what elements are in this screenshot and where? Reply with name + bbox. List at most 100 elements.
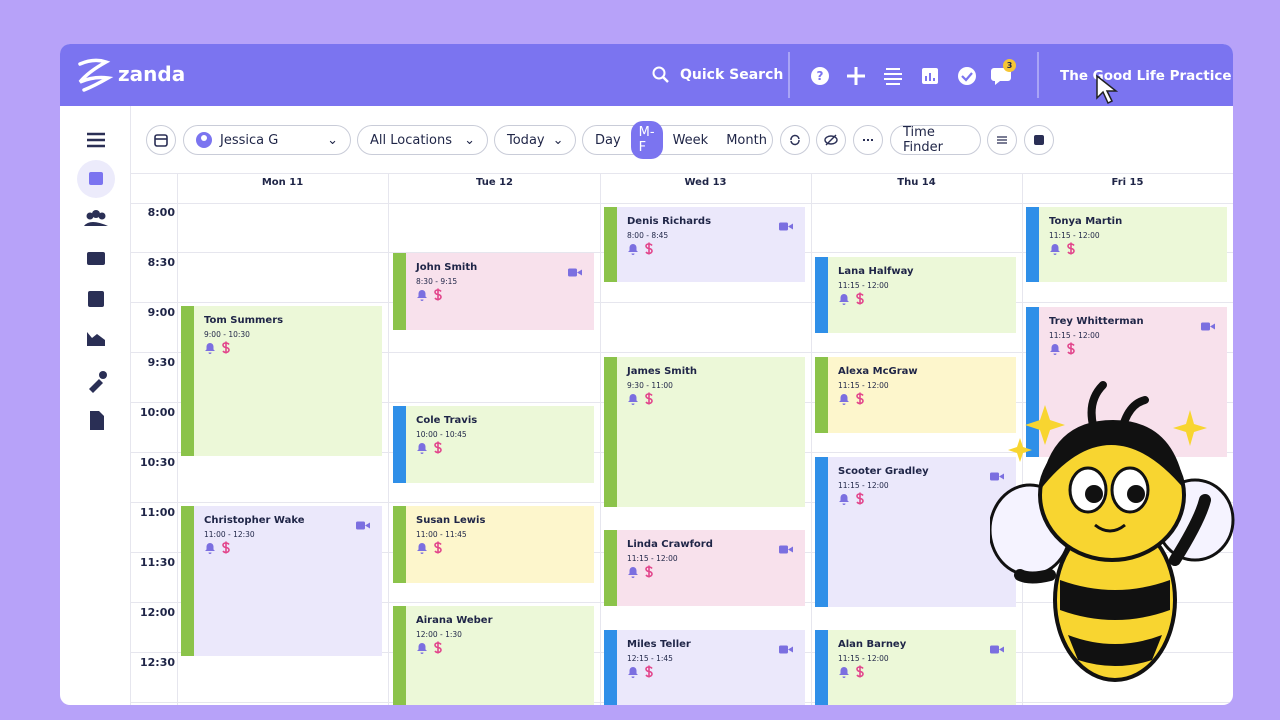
time-label: 12:00	[139, 606, 175, 619]
view-option[interactable]: Month	[726, 132, 767, 148]
appointment[interactable]: John Smith 8:30 - 9:15	[393, 253, 594, 330]
appointment-icons	[627, 663, 654, 682]
day-header: Fri 15	[1111, 177, 1144, 188]
view-option[interactable]: Week	[672, 132, 709, 148]
hide-button[interactable]	[816, 125, 846, 155]
appointment[interactable]: James Smith 9:30 - 11:00	[604, 357, 805, 507]
logo-text[interactable]: zanda	[118, 62, 186, 86]
appointment-name: Tonya Martin	[1049, 216, 1123, 227]
appointment-time: 11:00 - 12:30	[204, 530, 255, 539]
appointment[interactable]: Susan Lewis 11:00 - 11:45	[393, 506, 594, 583]
appointment-icons	[204, 339, 231, 358]
appointment-bar	[604, 357, 617, 507]
appointment-bar	[815, 457, 828, 607]
column-border	[388, 173, 389, 705]
time-label: 11:30	[139, 556, 175, 569]
day-header: Tue 12	[475, 177, 514, 188]
more-button[interactable]	[853, 125, 883, 155]
appointment-icons	[1049, 340, 1076, 359]
time-column-border	[177, 173, 178, 705]
day-header-border	[130, 173, 1233, 174]
appointment-name: Denis Richards	[627, 216, 712, 227]
appointment[interactable]: Tom Summers 9:00 - 10:30	[181, 306, 382, 456]
calendar-view-button[interactable]	[1024, 125, 1054, 155]
appointment[interactable]: Scooter Gradley 11:15 - 12:00	[815, 457, 1016, 607]
appointment[interactable]: Airana Weber 12:00 - 1:30	[393, 606, 594, 705]
appointment-bar	[604, 207, 617, 282]
appointment[interactable]: Alexa McGraw 11:15 - 12:00	[815, 357, 1016, 433]
refresh-button[interactable]	[780, 125, 810, 155]
column-border	[811, 173, 812, 705]
logo-mark	[78, 58, 114, 92]
view-option[interactable]: Day	[595, 132, 621, 148]
video-icon	[356, 515, 370, 534]
time-label: 10:30	[139, 456, 175, 469]
video-icon	[568, 262, 582, 281]
appointment-time: 10:00 - 10:45	[416, 430, 467, 439]
appointment-name: Alan Barney	[838, 639, 907, 650]
appointment-icons	[627, 390, 654, 409]
appointment[interactable]: Denis Richards 8:00 - 8:45	[604, 207, 805, 282]
time-label: 11:00	[139, 506, 175, 519]
sidebar[interactable]	[76, 124, 116, 444]
notification-badge: 3	[1003, 59, 1016, 72]
time-label: 10:00	[139, 406, 175, 419]
appointment-time: 11:15 - 12:00	[838, 381, 889, 390]
appointment-name: Scooter Gradley	[838, 466, 929, 477]
divider	[788, 52, 790, 98]
appointment-time: 11:15 - 12:00	[1049, 231, 1100, 240]
appointment-name: Miles Teller	[627, 639, 691, 650]
appointment[interactable]: Tonya Martin 11:15 - 12:00	[1026, 207, 1227, 282]
appointment[interactable]: Lana Halfway 11:15 - 12:00	[815, 257, 1016, 333]
calendar-button[interactable]	[146, 125, 176, 155]
date-select[interactable]: Today ⌄	[494, 125, 576, 155]
appointment[interactable]: Linda Crawford 11:15 - 12:00	[604, 530, 805, 606]
date: Today	[507, 132, 545, 148]
appointment-name: Airana Weber	[416, 615, 493, 626]
video-icon	[990, 639, 1004, 658]
day-header: Thu 14	[897, 177, 936, 188]
appointment-time: 9:30 - 11:00	[627, 381, 673, 390]
calendar-grid: 8:00 8:30 9:00 9:30 10:00 10:30 11:00 11:30 12:0…	[60, 44, 1233, 705]
practitioner-select[interactable]: Jessica G ⌄	[183, 125, 351, 155]
appointment-icons	[838, 490, 865, 509]
appointment[interactable]: Cole Travis 10:00 - 10:45	[393, 406, 594, 483]
appointment-bar	[815, 630, 828, 705]
appointment-time: 11:15 - 12:00	[838, 654, 889, 663]
header: zanda Quick Search ? 3 The Good Life Pra…	[60, 44, 1233, 106]
appointment-name: Cole Travis	[416, 415, 478, 426]
appointment[interactable]: Miles Teller 12:15 - 1:45	[604, 630, 805, 705]
video-icon	[779, 639, 793, 658]
video-icon	[779, 539, 793, 558]
time-finder-label: Time Finder	[903, 125, 943, 155]
appointment-bar	[604, 530, 617, 606]
location: All Locations	[370, 132, 453, 148]
appointment-name: James Smith	[627, 366, 698, 377]
video-icon	[1201, 316, 1215, 335]
appointment-icons	[627, 563, 654, 582]
column-border	[1022, 173, 1023, 705]
appointment[interactable]: Christopher Wake 11:00 - 12:30	[181, 506, 382, 656]
appointment-time: 11:15 - 12:00	[838, 281, 889, 290]
appointment-bar	[1026, 207, 1039, 282]
view-switch[interactable]: Day M-F Week Month	[582, 121, 773, 159]
appointment-bar	[1026, 307, 1039, 457]
appointment[interactable]: Alan Barney 11:15 - 12:00	[815, 630, 1016, 705]
appointment-bar	[393, 506, 406, 583]
quick-search[interactable]: Quick Search	[680, 67, 784, 83]
search-icon	[652, 66, 669, 83]
appointment-bar	[815, 257, 828, 333]
appointment-bar	[181, 506, 194, 656]
appointment-time: 12:00 - 1:30	[416, 630, 462, 639]
appointment-time: 8:00 - 8:45	[627, 231, 669, 240]
appointment-icons	[838, 290, 865, 309]
divider	[1037, 52, 1039, 98]
location-select[interactable]: All Locations ⌄	[357, 125, 488, 155]
time-finder[interactable]: Time Finder	[890, 125, 981, 155]
appointment-icons	[416, 286, 443, 305]
header-icons[interactable]: ?	[810, 64, 1020, 88]
appointment-time: 11:15 - 12:00	[1049, 331, 1100, 340]
appointment-icons	[416, 639, 443, 658]
view-option[interactable]: M-F	[630, 121, 663, 159]
filter-button[interactable]	[987, 125, 1017, 155]
